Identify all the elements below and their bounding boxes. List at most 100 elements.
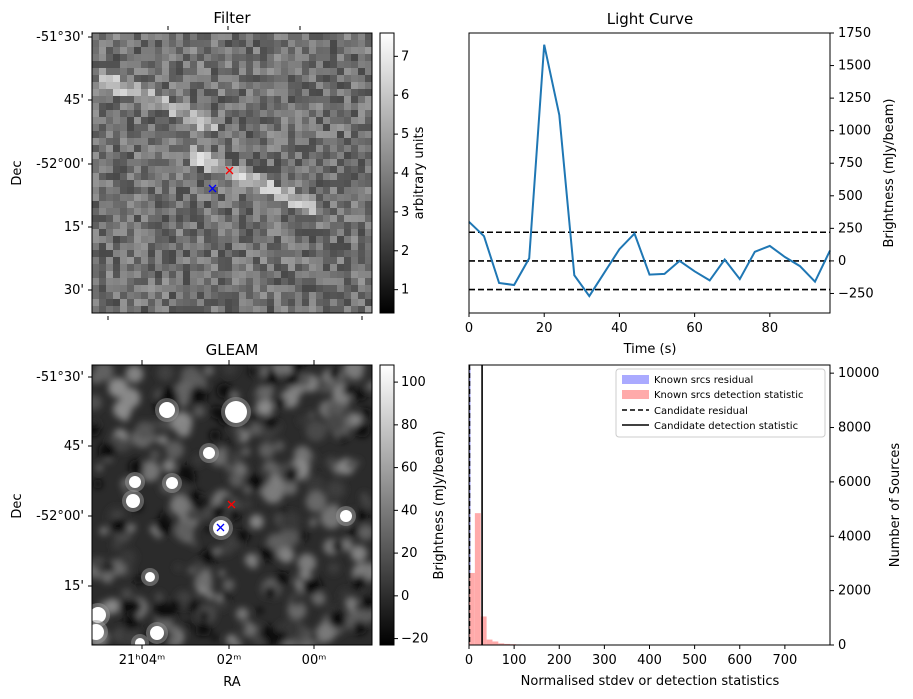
lightcurve-y-tick-label: 500 [838,189,863,204]
filter-pixel [253,33,260,40]
filter-dec-label: Dec [10,160,25,185]
filter-pixel [253,285,260,292]
filter-pixel [113,96,120,103]
filter-pixel [232,180,239,187]
filter-pixel [204,82,211,89]
filter-pixel [323,110,330,117]
filter-pixel [106,54,113,61]
filter-pixel [225,89,232,96]
filter-pixel [155,40,162,47]
filter-pixel [260,264,267,271]
filter-pixel [99,159,106,166]
gleam-cb-tick-label: 60 [401,461,418,476]
filter-pixel [134,306,141,313]
gleam-noise-blob [179,399,188,408]
filter-pixel [120,292,127,299]
filter-pixel [281,250,288,257]
filter-pixel [120,229,127,236]
filter-pixel [106,285,113,292]
gleam-noise-dark [309,632,318,641]
filter-pixel [106,110,113,117]
filter-pixel [127,96,134,103]
filter-pixel [176,208,183,215]
filter-pixel [169,187,176,194]
filter-pixel [120,117,127,124]
filter-pixel [106,243,113,250]
gleam-noise-blob [135,421,154,440]
filter-pixel [169,299,176,306]
filter-pixel [155,257,162,264]
filter-pixel [316,194,323,201]
filter-pixel [225,250,232,257]
gleam-noise-blob [312,591,326,606]
filter-pixel [211,82,218,89]
histogram-bar-detection [474,513,481,645]
filter-pixel [267,292,274,299]
filter-pixel [162,180,169,187]
gleam-noise-dark [221,590,231,601]
filter-pixel [323,47,330,54]
filter-pixel [148,152,155,159]
filter-pixel [134,166,141,173]
filter-pixel [344,173,351,180]
filter-cb-tick-label: 7 [401,49,409,64]
filter-pixel [239,33,246,40]
filter-pixel [358,33,365,40]
filter-pixel [344,278,351,285]
filter-pixel [106,152,113,159]
filter-pixel [232,278,239,285]
filter-pixel [190,124,197,131]
filter-pixel [134,257,141,264]
legend-swatch-residual [622,375,649,384]
gleam-noise-dark [308,578,322,592]
filter-pixel [274,264,281,271]
filter-pixel [337,215,344,222]
histogram-bar-detection [486,639,493,645]
filter-pixel [351,187,358,194]
filter-pixel [351,278,358,285]
filter-pixel [309,299,316,306]
filter-pixel [211,250,218,257]
filter-pixel [155,131,162,138]
filter-pixel [358,159,365,166]
filter-pixel [295,82,302,89]
filter-pixel [267,54,274,61]
filter-pixel [204,173,211,180]
filter-pixel [267,131,274,138]
filter-pixel [295,159,302,166]
filter-pixel [316,145,323,152]
filter-pixel [176,243,183,250]
filter-pixel [365,243,372,250]
gleam-noise-dark [110,517,127,534]
filter-pixel [183,145,190,152]
gleam-source [150,626,164,640]
filter-pixel [344,250,351,257]
gleam-noise-blob [343,365,363,379]
filter-pixel [155,292,162,299]
filter-pixel [148,124,155,131]
filter-pixel [225,264,232,271]
filter-pixel [351,138,358,145]
filter-pixel [267,173,274,180]
filter-pixel [148,292,155,299]
filter-pixel [246,285,253,292]
filter-pixel [281,243,288,250]
filter-pixel [323,243,330,250]
filter-pixel [218,89,225,96]
filter-pixel [295,40,302,47]
filter-pixel [323,229,330,236]
filter-pixel [204,103,211,110]
gleam-noise-blob [316,622,336,643]
filter-pixel [309,166,316,173]
filter-pixel [148,215,155,222]
filter-pixel [141,173,148,180]
filter-pixel [225,82,232,89]
filter-pixel [169,131,176,138]
filter-pixel [141,82,148,89]
filter-dec-tick-label: 15' [64,220,84,235]
filter-pixel [190,222,197,229]
filter-pixel [197,194,204,201]
filter-pixel [204,306,211,313]
filter-pixel [351,180,358,187]
filter-pixel [239,159,246,166]
